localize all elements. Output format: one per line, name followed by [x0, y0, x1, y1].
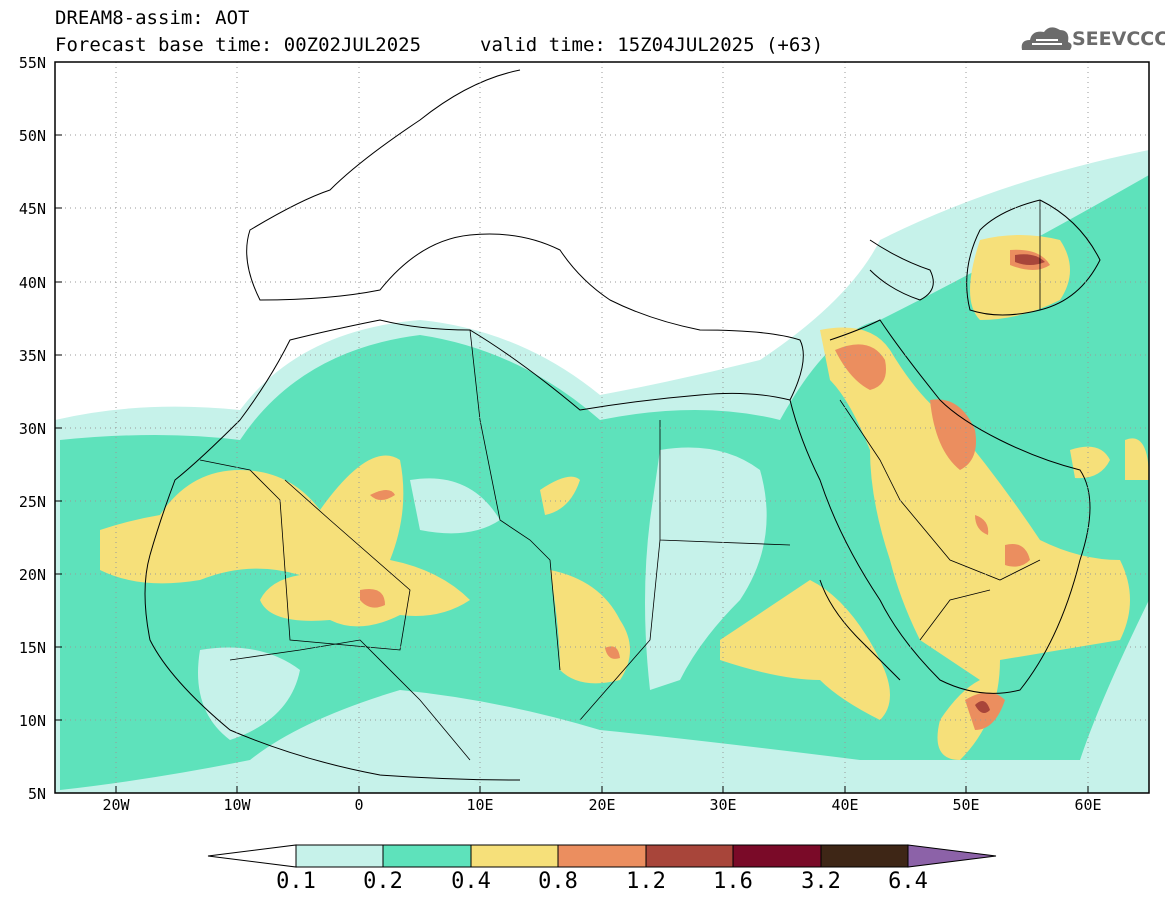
- lat-label-30n: 30N: [18, 420, 46, 438]
- coastlines: [144, 69, 1101, 781]
- lat-label-40n: 40N: [18, 274, 46, 292]
- aot-fields: [55, 150, 1149, 793]
- colorbar-label: 0.1: [276, 869, 316, 894]
- lon-label-20e: 20E: [588, 796, 616, 814]
- country-borders: [199, 200, 1041, 761]
- colorbar-label: 3.2: [801, 869, 841, 894]
- colorbar-arrow-high: [907, 844, 997, 868]
- aot-level-1.2: [1015, 254, 1045, 265]
- lat-label-45n: 45N: [18, 200, 46, 218]
- map-title: DREAM8-assim: AOT: [55, 7, 250, 29]
- lat-label-5n: 5N: [27, 785, 46, 803]
- colorbar: [207, 844, 997, 868]
- aot-level-0.2: [60, 175, 1149, 790]
- lon-label-0: 0: [354, 796, 364, 814]
- colorbar-bin-0.1: [295, 844, 384, 868]
- lon-label-20w: 20W: [102, 796, 130, 814]
- lon-label-50e: 50E: [952, 796, 980, 814]
- lon-label-10e: 10E: [466, 796, 494, 814]
- lat-label-10n: 10N: [18, 712, 46, 730]
- colorbar-bin-1.2: [645, 844, 734, 868]
- logo-text: SEEVCCC: [1072, 28, 1165, 50]
- lat-label-15n: 15N: [18, 639, 46, 657]
- lon-label-40e: 40E: [831, 796, 859, 814]
- colorbar-label: 0.4: [451, 869, 491, 894]
- lon-label-30e: 30E: [709, 796, 737, 814]
- colorbar-label: 0.8: [538, 869, 578, 894]
- lat-label-55n: 55N: [18, 54, 46, 72]
- forecast-base-time: Forecast base time: 00Z02JUL2025: [55, 34, 422, 56]
- map-frame: [54, 61, 1150, 794]
- lat-label-50n: 50N: [18, 127, 46, 145]
- colorbar-bin-0.8: [557, 844, 647, 868]
- lat-label-20n: 20N: [18, 566, 46, 584]
- colorbar-bin-1.6: [732, 844, 822, 868]
- axis-ticks: [55, 61, 1089, 793]
- grid-lines: [55, 62, 1149, 793]
- lat-label-25n: 25N: [18, 493, 46, 511]
- colorbar-bin-0.2: [382, 844, 472, 868]
- colorbar-arrow-low: [207, 844, 297, 868]
- colorbar-label: 0.2: [363, 869, 403, 894]
- colorbar-bin-0.4: [470, 844, 559, 868]
- colorbar-label: 1.2: [626, 869, 666, 894]
- aot-level-0.8: [835, 344, 886, 390]
- cloud-icon: [1021, 27, 1072, 50]
- colorbar-label: 6.4: [888, 869, 928, 894]
- lat-label-35n: 35N: [18, 347, 46, 365]
- valid-time: valid time: 15Z04JUL2025 (+63): [480, 34, 824, 56]
- lon-label-60e: 60E: [1074, 796, 1102, 814]
- lon-label-10w: 10W: [223, 796, 251, 814]
- colorbar-bin-3.2: [820, 844, 909, 868]
- colorbar-label: 1.6: [713, 869, 753, 894]
